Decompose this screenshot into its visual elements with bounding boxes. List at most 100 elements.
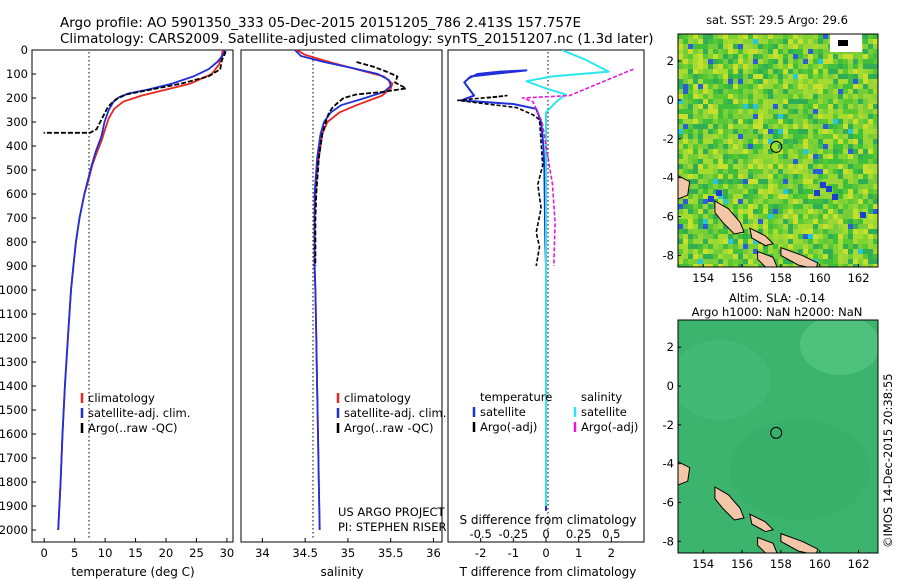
sst-cell xyxy=(713,134,718,139)
sst-cell xyxy=(708,149,713,154)
sst-cell xyxy=(863,239,868,244)
sst-cell xyxy=(708,254,713,259)
sst-cell xyxy=(723,124,728,129)
sst-cell xyxy=(693,184,698,189)
sst-cell xyxy=(763,159,768,164)
sst-cell xyxy=(843,224,848,229)
sst-cell xyxy=(703,99,708,104)
depth-tick-label: 1100 xyxy=(0,307,28,321)
sst-cell xyxy=(683,229,688,234)
sst-cell xyxy=(723,109,728,114)
sst-cell xyxy=(738,144,743,149)
depth-tick-label: 1700 xyxy=(0,451,28,465)
sst-cell xyxy=(788,184,793,189)
sst-cell xyxy=(768,199,773,204)
sst-cell xyxy=(818,194,823,199)
sst-cell xyxy=(868,199,873,204)
sst-cell xyxy=(853,109,858,114)
salinity-legend-label: climatology xyxy=(344,391,411,405)
sst-cell xyxy=(793,74,798,79)
sst-cell xyxy=(768,44,773,49)
sst-cell xyxy=(703,174,708,179)
sst-cell xyxy=(863,134,868,139)
sst-cell xyxy=(818,54,823,59)
sst-cell xyxy=(743,204,748,209)
salinity-legend-label: satellite-adj. clim. xyxy=(344,406,446,420)
sst-cell xyxy=(718,224,723,229)
sst-cell xyxy=(768,179,773,184)
sst-cell xyxy=(698,199,703,204)
sst-cell xyxy=(873,94,878,99)
sst-cell xyxy=(873,154,878,159)
sst-cell xyxy=(858,239,863,244)
sst-cell xyxy=(868,59,873,64)
sst-cell xyxy=(818,244,823,249)
sst-cell xyxy=(743,79,748,84)
sst-cell xyxy=(773,184,778,189)
sst-cell xyxy=(748,154,753,159)
sst-cell xyxy=(843,94,848,99)
sst-cell xyxy=(763,224,768,229)
sst-cell xyxy=(808,204,813,209)
sst-cell xyxy=(793,129,798,134)
sst-cell xyxy=(818,59,823,64)
sst-cell xyxy=(833,129,838,134)
sst-cell xyxy=(688,254,693,259)
sst-cell xyxy=(808,74,813,79)
sst-cell xyxy=(863,199,868,204)
sst-cell xyxy=(693,79,698,84)
sst-cell xyxy=(853,179,858,184)
sst-cell xyxy=(813,179,818,184)
sst-cell xyxy=(853,214,858,219)
sst-cell xyxy=(843,139,848,144)
sst-cell xyxy=(683,139,688,144)
sst-cell xyxy=(713,244,718,249)
sst-cell xyxy=(833,239,838,244)
sst-cell xyxy=(853,264,858,267)
sst-cell xyxy=(728,184,733,189)
sst-cell xyxy=(863,114,868,119)
sst-cell xyxy=(868,144,873,149)
sst-cell xyxy=(708,34,713,39)
sst-cell xyxy=(873,189,878,194)
sst-cell xyxy=(783,49,788,54)
sst-cell xyxy=(873,139,878,144)
sst-cell xyxy=(733,244,738,249)
sst-cell xyxy=(873,249,878,254)
sst-cell xyxy=(828,84,833,89)
sst-cell xyxy=(748,54,753,59)
sst-cell xyxy=(703,79,708,84)
sst-cell xyxy=(873,219,878,224)
sst-cell xyxy=(753,114,758,119)
sst-cell xyxy=(678,54,683,59)
sst-cell xyxy=(743,39,748,44)
sst-cell xyxy=(693,164,698,169)
sst-cell xyxy=(758,34,763,39)
sst-cell xyxy=(723,184,728,189)
sst-cell xyxy=(743,219,748,224)
sst-cell xyxy=(813,219,818,224)
sst-cell xyxy=(738,84,743,89)
sst-cell xyxy=(743,49,748,54)
sst-cell xyxy=(868,159,873,164)
sst-cell xyxy=(748,174,753,179)
sst-cell xyxy=(783,199,788,204)
sst-cell xyxy=(718,104,723,109)
sst-cell xyxy=(798,109,803,114)
sst-cell xyxy=(853,134,858,139)
sst-cell xyxy=(713,189,718,194)
sst-cell xyxy=(798,189,803,194)
sst-cell xyxy=(823,239,828,244)
sst-cell xyxy=(798,119,803,124)
sst-cell xyxy=(698,209,703,214)
sst-cell xyxy=(818,124,823,129)
sst-cell xyxy=(768,104,773,109)
sst-cell xyxy=(853,104,858,109)
sst-cell xyxy=(763,84,768,89)
sst-cell xyxy=(813,129,818,134)
sst-cell xyxy=(843,169,848,174)
sst-cell xyxy=(828,229,833,234)
sst-cell xyxy=(743,69,748,74)
sst-cell xyxy=(688,149,693,154)
sst-cell xyxy=(833,149,838,154)
